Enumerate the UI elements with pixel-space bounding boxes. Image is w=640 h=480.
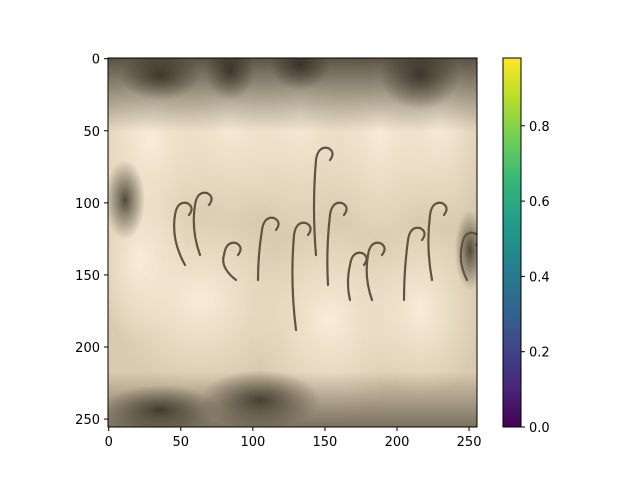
y-tick-label: 250: [75, 413, 100, 428]
y-tick-label: 200: [75, 341, 100, 356]
colorbar-tick-label: 0.6: [529, 195, 550, 210]
colorbar: 0.0 0.2 0.4 0.6 0.8: [503, 58, 550, 436]
colorbar-tick-label: 0.4: [529, 270, 550, 285]
y-axis: 0 50 100 150 200 250: [75, 53, 108, 428]
y-tick-label: 100: [75, 197, 100, 212]
y-tick-label: 150: [75, 269, 100, 284]
x-tick-label: 100: [240, 435, 265, 450]
y-tick-label: 0: [92, 53, 100, 68]
colorbar-tick-label: 0.0: [529, 421, 550, 436]
y-tick-label: 50: [83, 125, 100, 140]
heatmap-image: [80, 0, 490, 435]
colorbar-gradient: [503, 58, 521, 427]
colorbar-axis: 0.0 0.2 0.4 0.6 0.8: [521, 120, 550, 436]
colorbar-tick-label: 0.2: [529, 346, 550, 361]
x-tick-label: 150: [313, 435, 338, 450]
x-axis: 0 50 100 150 200 250: [105, 427, 482, 450]
colorbar-tick-label: 0.8: [529, 120, 550, 135]
x-tick-label: 50: [173, 435, 190, 450]
x-tick-label: 200: [385, 435, 410, 450]
x-tick-label: 0: [105, 435, 113, 450]
x-tick-label: 250: [457, 435, 482, 450]
